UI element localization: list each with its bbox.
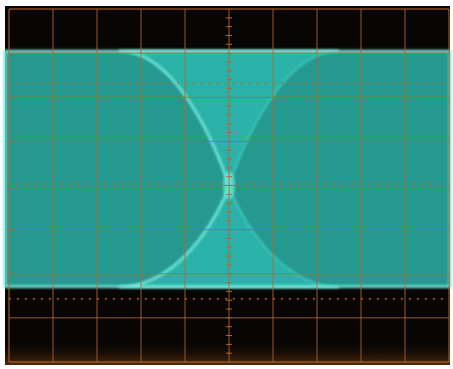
eye-pattern-trace [3, 49, 452, 288]
bottom-glow [5, 340, 450, 365]
graticule [8, 8, 450, 363]
